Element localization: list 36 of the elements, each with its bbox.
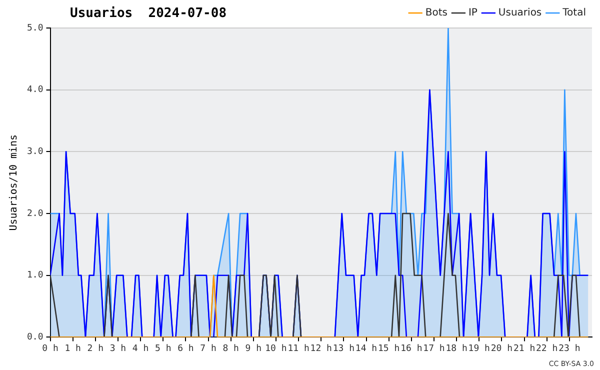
x-tick-label: 5 h — [154, 344, 172, 354]
x-tick-label: 19 h — [468, 344, 490, 354]
chart-title: Usuarios 2024-07-08 — [70, 6, 227, 21]
y-tick-label: 3.0 — [26, 147, 44, 158]
legend-label: Total — [562, 8, 586, 19]
y-tick-label: 0.0 — [26, 332, 44, 343]
x-tick-label: 23 h — [558, 344, 580, 354]
x-tick-label: 9 h — [245, 344, 262, 354]
legend-label: Usuarios — [498, 8, 542, 19]
x-tick-label: 6 h — [178, 344, 194, 354]
x-tick-label: 8 h — [222, 344, 239, 354]
y-tick-label: 4.0 — [26, 85, 44, 96]
x-tick-label: 7 h — [200, 344, 216, 354]
x-tick-label: 20 h — [490, 344, 513, 354]
x-tick-label: 17 h — [423, 344, 445, 354]
legend-label: Bots — [425, 8, 448, 19]
x-tick-label: 13 h — [332, 344, 355, 354]
legend-label: IP — [468, 8, 478, 19]
y-tick-label: 1.0 — [26, 270, 44, 281]
y-tick-label: 5.0 — [26, 23, 44, 34]
x-tick-label: 22 h — [536, 344, 558, 354]
x-tick-label: 11 h — [288, 344, 310, 354]
x-tick-label: 14 h — [355, 344, 378, 354]
x-tick-label: 16 h — [400, 344, 422, 354]
x-tick-label: 1 h — [64, 344, 81, 354]
x-tick-label: 4 h — [132, 344, 149, 354]
y-axis-title: Usuarios/10 mins — [8, 134, 20, 231]
x-tick-label: 10 h — [265, 344, 287, 354]
x-tick-label: 0 h — [42, 344, 58, 354]
x-tick-label: 3 h — [110, 344, 126, 354]
x-tick-label: 12 h — [310, 344, 332, 354]
x-tick-label: 21 h — [513, 344, 536, 354]
x-tick-label: 2 h — [87, 344, 104, 354]
y-tick-label: 2.0 — [26, 208, 44, 219]
x-tick-label: 18 h — [446, 344, 468, 354]
x-tick-label: 15 h — [378, 344, 400, 354]
